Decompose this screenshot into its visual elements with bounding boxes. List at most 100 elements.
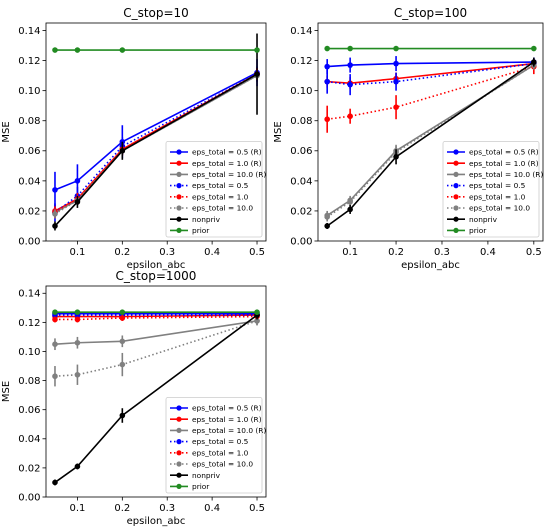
data-point: [74, 371, 81, 378]
series-nonpriv: [52, 310, 260, 486]
legend-marker: [176, 450, 182, 456]
y-tick-label: 0.04: [290, 176, 312, 187]
legend-label: eps_total = 1.0: [192, 192, 249, 201]
legend-label: prior: [192, 226, 210, 235]
x-tick-label: 0.3: [159, 247, 175, 258]
y-tick-label: 0.00: [290, 236, 312, 247]
data-point: [74, 339, 81, 346]
legend-marker: [176, 461, 182, 467]
data-point: [324, 223, 330, 229]
chart-title: C_stop=10: [123, 6, 189, 20]
legend-marker: [176, 405, 182, 411]
legend-label: eps_total = 0.5: [469, 181, 526, 190]
data-point: [52, 373, 58, 380]
data-point: [393, 154, 399, 160]
x-tick-label: 0.1: [69, 247, 85, 258]
chart-panel-3: 0.00 0.02 0.04 0.06 0.08 0.10 0.12 0.14 0.1 0.2 0.…: [1, 269, 267, 527]
series-line: [327, 62, 534, 84]
y-tick-label: 0.06: [290, 146, 312, 157]
data-point: [52, 479, 58, 486]
x-tick-label: 0.1: [69, 503, 85, 514]
series-eps-total-10-0: [52, 316, 260, 387]
series-nonpriv: [52, 33, 260, 231]
legend-marker: [176, 472, 182, 478]
legend: eps_total = 0.5 (R) eps_total = 1.0 (R) ep…: [442, 140, 543, 238]
y-tick-label: 0.06: [18, 405, 40, 416]
x-tick-label: 0.3: [434, 247, 450, 258]
legend-marker: [176, 483, 182, 489]
legend-box: [165, 396, 263, 494]
x-tick-label: 0.5: [249, 503, 265, 514]
series-line: [54, 73, 258, 227]
data-point: [119, 361, 126, 368]
x-tick-label: 0.4: [480, 247, 496, 258]
series-line: [54, 74, 258, 215]
data-point: [393, 104, 399, 110]
legend-label: eps_total = 1.0 (R): [469, 159, 539, 168]
data-point: [52, 309, 58, 315]
data-point: [52, 341, 58, 348]
legend: eps_total = 0.5 (R) eps_total = 1.0 (R) ep…: [165, 140, 266, 238]
legend-label: eps_total = 1.0 (R): [192, 415, 262, 424]
legend-marker: [453, 160, 459, 166]
data-point: [347, 206, 353, 213]
legend-marker: [176, 427, 182, 433]
y-tick-label: 0.00: [18, 236, 40, 247]
data-point: [52, 47, 58, 53]
y-tick-label: 0.08: [290, 116, 312, 127]
data-point: [52, 223, 58, 229]
chart-panel-2: 0.00 0.02 0.04 0.06 0.08 0.10 0.12 0.14 0.1 0.2 0.…: [273, 6, 544, 271]
y-tick-label: 0.02: [290, 206, 312, 217]
axes-frame: [317, 22, 544, 242]
legend-label: eps_total = 10.0: [192, 204, 253, 213]
data-point: [254, 71, 260, 77]
chart-panel-1: 0.00 0.02 0.04 0.06 0.08 0.10 0.12 0.14 0.1 0.2 0.…: [1, 6, 267, 271]
data-point: [393, 60, 399, 67]
axes-frame: [45, 285, 267, 498]
legend-marker: [176, 194, 182, 200]
data-point: [347, 113, 353, 120]
data-point: [324, 78, 330, 85]
series-nonpriv: [324, 57, 537, 229]
data-point: [74, 178, 81, 184]
series-line: [54, 73, 258, 214]
data-point: [74, 199, 81, 205]
legend-marker: [176, 171, 182, 177]
legend-label: eps_total = 10.0: [192, 460, 253, 469]
series-prior: [52, 47, 260, 53]
legend-label: eps_total = 1.0: [192, 448, 249, 457]
x-axis-label: epsilon_abc: [127, 260, 186, 271]
y-tick-label: 0.10: [18, 347, 40, 358]
legend-label: eps_total = 0.5: [192, 437, 249, 446]
series-line: [54, 314, 258, 318]
legend-marker: [453, 183, 459, 189]
data-point: [119, 412, 126, 419]
x-axis-label: epsilon_abc: [127, 516, 186, 527]
x-tick-label: 0.4: [204, 247, 220, 258]
data-point: [324, 45, 330, 52]
legend-label: eps_total = 10.0 (R): [192, 426, 266, 435]
y-tick-label: 0.12: [18, 56, 40, 67]
data-point: [52, 316, 58, 323]
chart-title: C_stop=100: [394, 6, 467, 20]
legend-marker: [453, 171, 459, 177]
legend-marker: [453, 194, 459, 200]
x-tick-label: 0.1: [342, 247, 358, 258]
legend-label: eps_total = 1.0 (R): [192, 159, 262, 168]
y-tick-label: 0.02: [18, 463, 40, 474]
legend-label: eps_total = 10.0 (R): [192, 170, 266, 179]
y-tick-label: 0.12: [290, 56, 312, 67]
legend: eps_total = 0.5 (R) eps_total = 1.0 (R) ep…: [165, 396, 266, 494]
data-point: [119, 338, 126, 345]
data-point: [347, 81, 353, 88]
legend-marker: [176, 149, 182, 155]
legend-box: [165, 140, 263, 238]
y-tick-label: 0.14: [18, 26, 40, 37]
legend-marker: [176, 183, 182, 189]
chart-title: C_stop=1000: [116, 269, 197, 283]
legend-label: prior: [469, 226, 487, 235]
axes-frame: [45, 22, 267, 242]
series-line: [54, 314, 258, 484]
y-tick-label: 0.14: [18, 289, 40, 300]
